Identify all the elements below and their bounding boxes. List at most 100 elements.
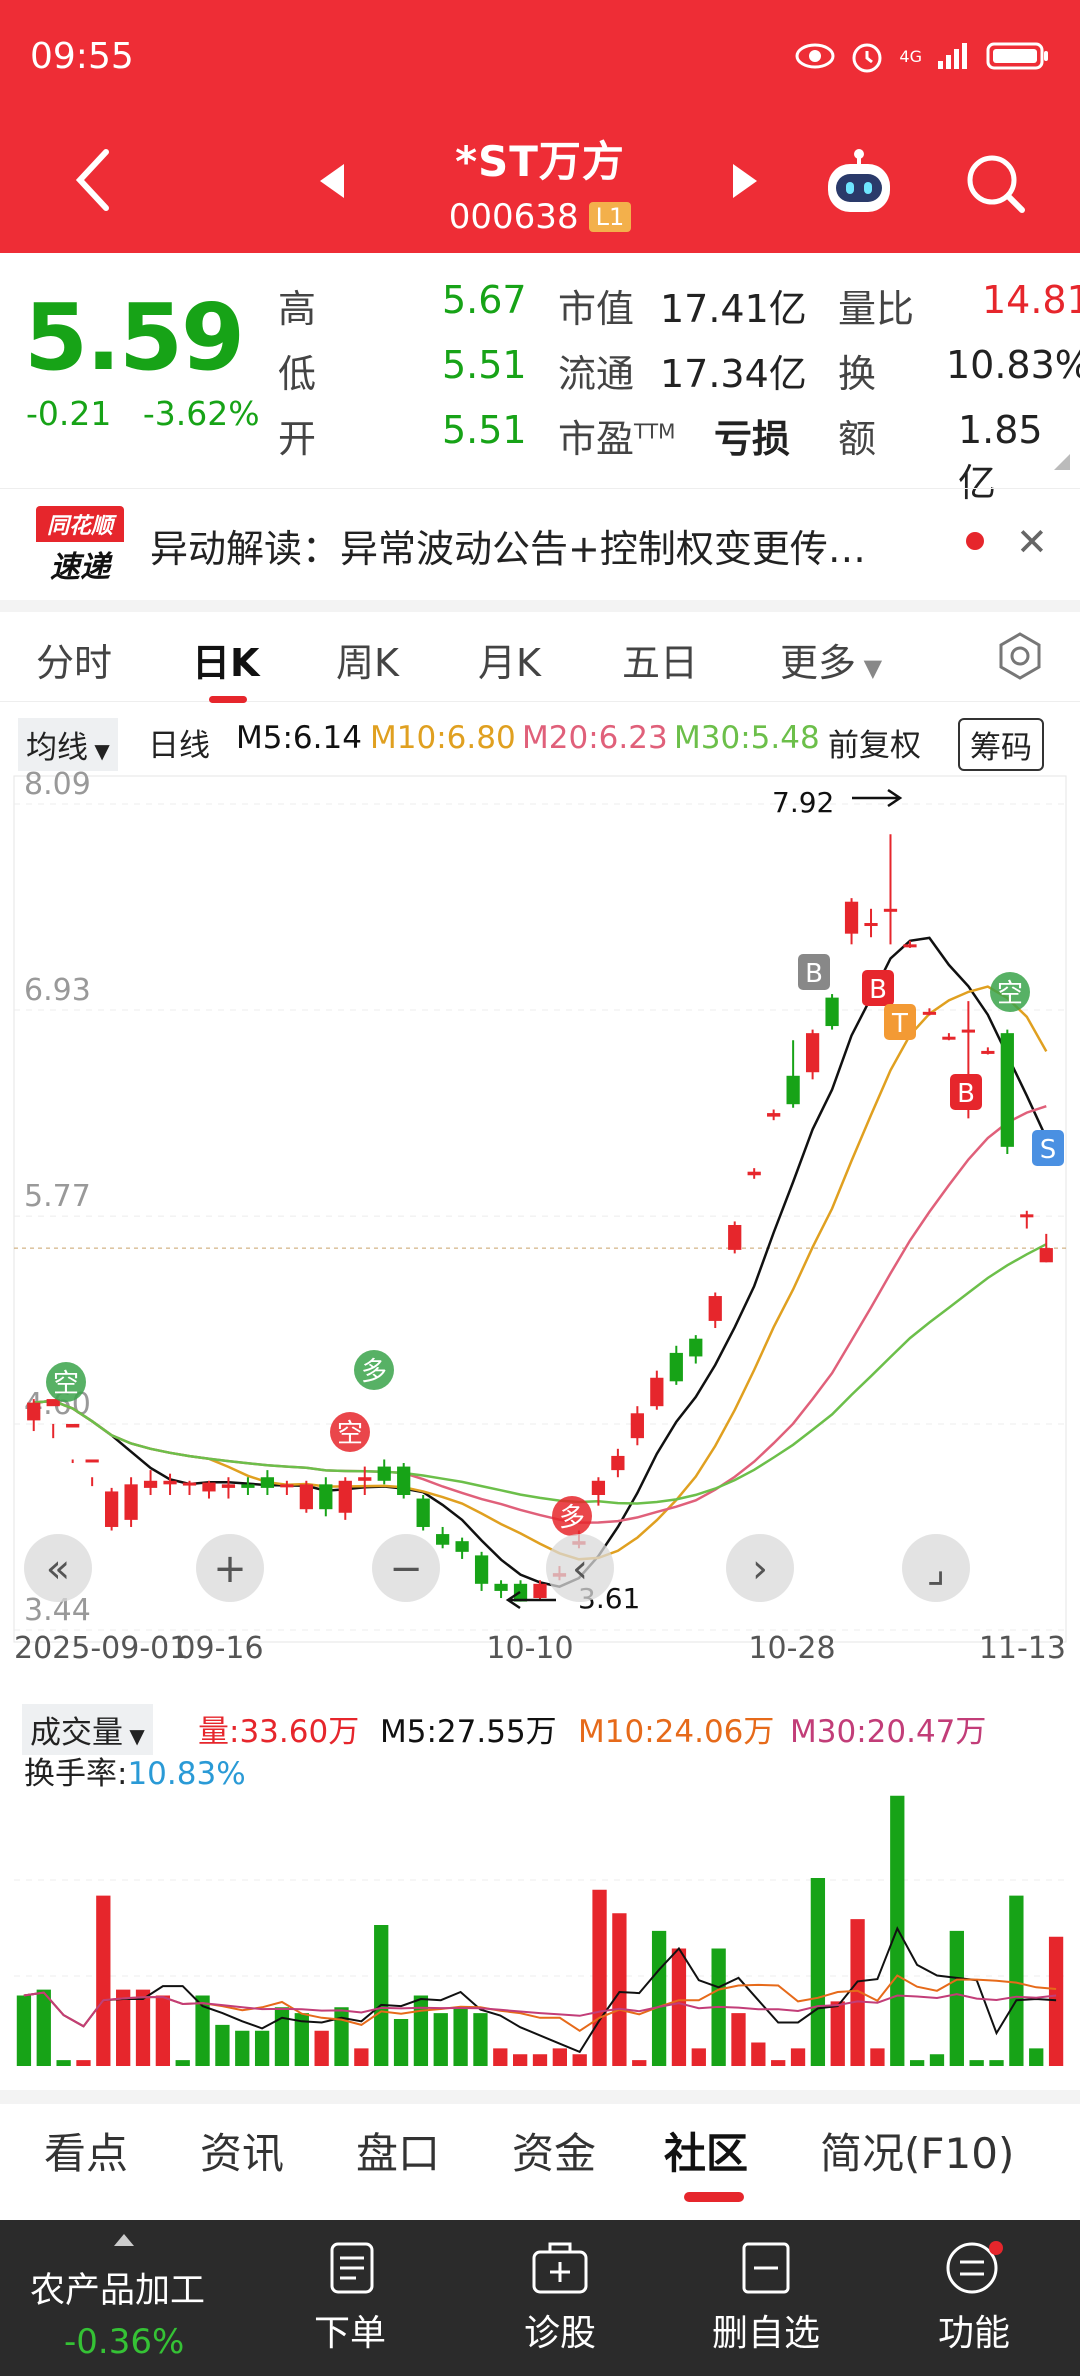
prev-stock-icon[interactable] [320, 164, 344, 198]
change-percent: -3.62% [142, 394, 260, 433]
tab-orderbook[interactable]: 盘口 [356, 2129, 441, 2178]
diagnose-button[interactable]: 诊股 [524, 2313, 597, 2354]
remove-watchlist-button[interactable]: 删自选 [712, 2313, 821, 2354]
features-button[interactable]: 功能 [938, 2313, 1011, 2354]
x-axis-label: 11-13 [979, 1631, 1066, 1666]
tab-funds[interactable]: 资金 [512, 2129, 597, 2178]
volume-current: 量:33.60万 [198, 1714, 360, 1750]
tab-community[interactable]: 社区 [664, 2129, 749, 2178]
volume-bar [195, 1995, 210, 2066]
tab-more[interactable]: 更多 ▼ [780, 632, 882, 687]
volume-bar [830, 2001, 845, 2066]
scroll-right-icon[interactable] [726, 1534, 794, 1602]
turnover-rate-value: 10.83% [127, 1756, 246, 1792]
tab-news[interactable]: 资讯 [200, 2129, 285, 2178]
kline-chart[interactable]: 8.096.935.774.603.447.923.61空多空多BBT空BS«+… [0, 770, 1080, 1670]
chip-distribution-button[interactable]: 筹码 [958, 718, 1044, 771]
volume-bar [969, 2060, 984, 2066]
trade-marker [1032, 1130, 1064, 1166]
zoom-back-icon[interactable] [24, 1534, 92, 1602]
zoom-in-icon[interactable] [196, 1534, 264, 1602]
volume-bar [731, 2013, 746, 2066]
volume-bar [413, 1995, 429, 2066]
zoom-out-icon[interactable] [372, 1534, 440, 1602]
volume-bar [929, 2054, 945, 2066]
x-axis-label: 10-10 [486, 1631, 573, 1666]
candle-body [825, 997, 839, 1027]
volume-bar [671, 1948, 687, 2066]
volume-bar [751, 2042, 766, 2066]
y-axis-label: 6.93 [24, 973, 91, 1008]
turnover-value: 10.83% [946, 343, 1080, 387]
fullscreen-icon[interactable] [902, 1534, 970, 1602]
volume-bar [374, 1925, 389, 2066]
menu-icon[interactable] [944, 2240, 1004, 2296]
pe-label: 市盈TTM [558, 408, 675, 463]
zoom-out-icon-glyph: − [389, 1546, 423, 1592]
volume-bar [453, 2007, 468, 2066]
order-button[interactable]: 下单 [314, 2313, 387, 2354]
sector-name[interactable]: 农产品加工 [30, 2271, 206, 2311]
ma-select-label: 均线 [26, 730, 88, 766]
news-headline[interactable]: 异动解读：异常波动公告+控制权变更传… [150, 527, 866, 571]
expand-up-icon[interactable] [112, 2232, 136, 2248]
candle-body [1000, 1033, 1014, 1147]
pe-ttm: TTM [634, 419, 676, 444]
candle-body [513, 1583, 528, 1602]
volume-bar [314, 2030, 329, 2066]
expand-corner-icon[interactable] [1052, 452, 1072, 472]
tab-monthly-k[interactable]: 月K [478, 641, 541, 685]
mcap-label: 市值 [558, 287, 635, 331]
dropdown-icon: ▼ [88, 739, 110, 763]
volume-select[interactable]: 成交量 ▼ [22, 1704, 153, 1755]
news-bar[interactable] [0, 488, 1080, 600]
volume-bar [493, 2048, 508, 2066]
open-label: 开 [278, 417, 317, 461]
adjust-mode[interactable]: 前复权 [828, 728, 921, 764]
tab-five-day[interactable]: 五日 [622, 641, 699, 685]
volume-bar [76, 2060, 91, 2066]
pe-label-text: 市盈 [558, 417, 635, 461]
settings-icon[interactable] [994, 630, 1046, 682]
diagnose-icon[interactable] [530, 2240, 590, 2296]
status-time: 09:55 [30, 36, 134, 77]
volume-chart[interactable] [0, 1780, 1080, 2070]
volume-ma5: M5:27.55万 [380, 1714, 557, 1750]
marker-label: T [891, 1009, 908, 1039]
tab-highlights[interactable]: 看点 [44, 2129, 129, 2178]
search-icon[interactable] [964, 152, 1028, 216]
scroll-left-icon[interactable] [546, 1534, 614, 1602]
candle-body [961, 1029, 975, 1033]
volume-ma5-line [23, 1926, 1057, 2054]
mcap-value: 17.41亿 [660, 287, 807, 331]
remove-watchlist-icon[interactable] [740, 2240, 792, 2296]
volume-bar [771, 2060, 786, 2066]
close-icon[interactable]: ✕ [1016, 520, 1048, 564]
period-tabs [0, 612, 1080, 702]
tab-f10[interactable]: 简况(F10) [820, 2129, 1015, 2178]
tab-intraday[interactable]: 分时 [36, 641, 113, 685]
amount-label: 额 [838, 417, 877, 461]
tab-daily-k[interactable]: 日K [192, 641, 260, 685]
signal-icon [938, 43, 967, 69]
x-axis-label: 09-16 [176, 1631, 263, 1666]
ma10-value: M10:6.80 [370, 720, 516, 756]
volume-bar [56, 2060, 71, 2066]
back-icon[interactable] [72, 148, 112, 212]
candle-body [922, 1011, 937, 1015]
candle-body [611, 1455, 625, 1471]
candle-body [163, 1480, 177, 1485]
min-arrow-icon [505, 1590, 556, 1610]
vol-ratio-value: 14.81 [982, 278, 1080, 322]
volume-bar [135, 1989, 151, 2066]
tab-weekly-k[interactable]: 周K [336, 641, 399, 685]
volume-bar [532, 2054, 548, 2066]
order-icon[interactable] [328, 2240, 376, 2296]
high-label: 高 [278, 287, 317, 331]
next-stock-icon[interactable] [733, 164, 757, 198]
candle-body [1020, 1214, 1034, 1218]
robot-assistant-icon[interactable] [822, 148, 896, 218]
low-label: 低 [278, 352, 317, 396]
ma-select[interactable]: 均线 ▼ [18, 718, 118, 771]
stock-title: *ST万方 000638 L1 [0, 128, 1080, 237]
